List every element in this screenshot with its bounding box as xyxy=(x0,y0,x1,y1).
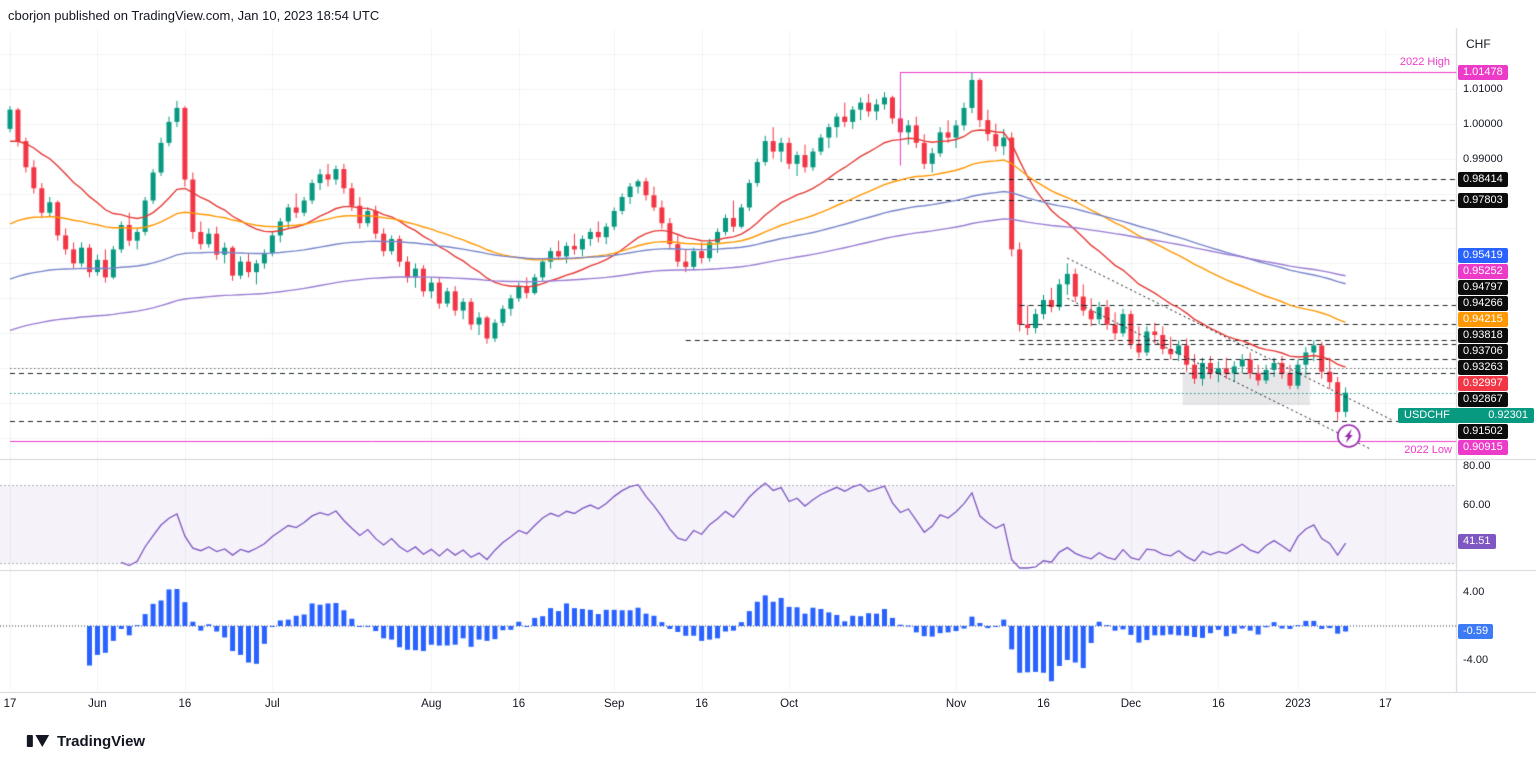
price-level-badge: 0.90915 xyxy=(1458,440,1508,456)
time-axis[interactable]: 17 Jun 16 Jul Aug 16 Sep 16 Oct Nov 16 Dec 16 2023 17 xyxy=(0,698,1456,716)
ticker-price-badge: USDCHF 0.92301 xyxy=(1398,408,1534,424)
time-label: 16 xyxy=(178,698,192,710)
time-label: Jul xyxy=(264,698,280,710)
price-level-badge: 0.92867 xyxy=(1458,392,1508,408)
rsi-value-badge: 41.51 xyxy=(1458,534,1496,550)
time-label: 17 xyxy=(3,698,17,710)
time-label: 2023 xyxy=(1285,698,1311,710)
time-label: Aug xyxy=(421,698,442,710)
high-2022-label: 2022 High xyxy=(1399,55,1450,68)
time-label: 16 xyxy=(1211,698,1225,710)
time-label: Sep xyxy=(603,698,625,710)
price-level-badge: 0.95419 xyxy=(1458,248,1508,264)
last-price: 0.92301 xyxy=(1488,409,1528,422)
price-level-badge: 0.95252 xyxy=(1458,264,1508,280)
time-label: 16 xyxy=(1037,698,1050,710)
price-level-badge: 0.97803 xyxy=(1458,193,1508,209)
attribution-text: cborjon published on TradingView.com, Ja… xyxy=(8,8,380,23)
price-level-badge: 0.91502 xyxy=(1458,424,1508,440)
momentum-scale-label: -4.00 xyxy=(1463,653,1489,666)
price-axis[interactable]: CHF 1.010001.000000.990000.920001.014780… xyxy=(1398,0,1536,714)
footer: TradingView xyxy=(26,731,145,751)
time-label: Oct xyxy=(780,698,799,710)
tradingview-logo-icon xyxy=(26,731,50,751)
price-level-badge: 0.93818 xyxy=(1458,328,1508,344)
price-level-badge: 0.94266 xyxy=(1458,296,1508,312)
rsi-scale-label: 60.00 xyxy=(1463,499,1491,512)
time-label: Jun xyxy=(88,698,107,710)
currency-label: CHF xyxy=(1466,37,1491,51)
momentum-value-badge: -0.59 xyxy=(1458,624,1494,639)
ticker-symbol: USDCHF xyxy=(1404,409,1450,422)
momentum-scale-label: 4.00 xyxy=(1463,585,1485,598)
tradingview-brand: TradingView xyxy=(57,732,146,750)
rsi-scale-label: 80.00 xyxy=(1463,460,1491,473)
time-label: 16 xyxy=(695,698,709,710)
time-label: 17 xyxy=(1378,698,1392,710)
price-level-badge: 0.92997 xyxy=(1458,376,1508,392)
price-level-badge: 0.94215 xyxy=(1458,312,1508,328)
price-level-badge: 0.93263 xyxy=(1458,360,1508,376)
time-label: 16 xyxy=(512,698,526,710)
price-level-badge: 0.94797 xyxy=(1458,280,1508,296)
time-label: Nov xyxy=(945,698,967,710)
price-level-badge: 1.01478 xyxy=(1458,64,1508,80)
time-label: Dec xyxy=(1120,698,1142,710)
low-2022-label: 2022 Low xyxy=(1404,444,1452,457)
price-label: 1.00000 xyxy=(1463,117,1503,130)
price-label: 1.01000 xyxy=(1463,82,1503,95)
price-level-badge: 0.93706 xyxy=(1458,344,1508,360)
price-label: 0.99000 xyxy=(1463,152,1503,165)
price-level-badge: 0.98414 xyxy=(1458,172,1508,188)
